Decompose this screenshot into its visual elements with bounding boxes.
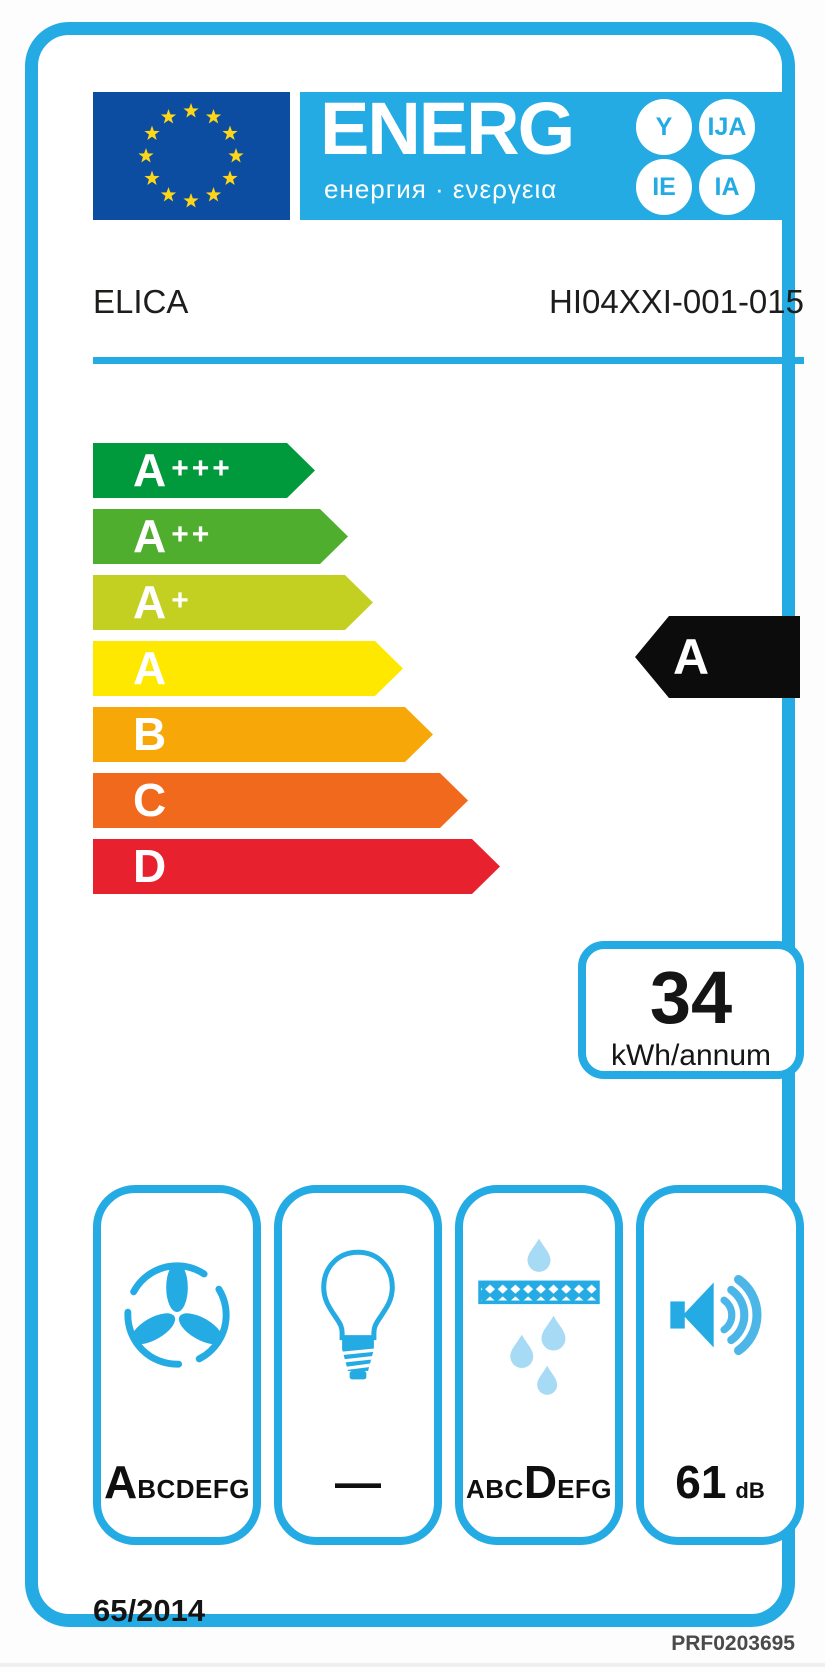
class-arrow-c: C <box>93 773 468 828</box>
speaker-sound-icon <box>670 1274 762 1355</box>
metric-grease-filtering: ABC D EFG <box>455 1185 623 1545</box>
light-bulb-icon <box>321 1249 395 1379</box>
class-arrow-letter: A <box>133 444 167 496</box>
energ-logo-panel: ENERG енергия · ενεργεια Y IJA IE IA <box>300 87 793 220</box>
eu-flag-icon <box>93 92 290 220</box>
rating-arrow: A <box>635 616 800 698</box>
language-suffix-badges: Y IJA IE IA <box>636 99 755 215</box>
metric-noise-level: 61 dB <box>636 1185 804 1545</box>
annual-energy-unit: kWh/annum <box>610 1039 772 1072</box>
metric-fan-efficiency: A BCDEFG <box>93 1185 261 1545</box>
regulation-number: 65/2014 <box>93 1593 206 1628</box>
class-arrow-letter: B <box>133 708 167 760</box>
lighting-efficiency-label: — <box>335 1456 381 1508</box>
energ-title: ENERG <box>320 87 575 170</box>
class-arrow-b: B <box>93 707 433 762</box>
suffix-badge-ie: IE <box>636 159 692 215</box>
class-arrow-letter: A <box>133 510 167 562</box>
class-arrow-plus: +++ <box>171 452 233 485</box>
suffix-badge-ija: IJA <box>699 99 755 155</box>
model-number: HI04XXI-001-015 <box>549 283 804 320</box>
class-arrow-plus: ++ <box>171 518 213 551</box>
photo-edge-line <box>0 1663 825 1667</box>
brand-name: ELICA <box>93 283 189 320</box>
class-arrow-appp: A +++ <box>93 443 315 498</box>
efficiency-scale: A +++ A ++ A + A B C D <box>93 443 804 905</box>
grease-filter-droplets-icon <box>478 1237 600 1395</box>
reference-code: PRF0203695 <box>671 1632 795 1655</box>
class-arrow-letter: D <box>133 840 167 892</box>
fan-icon <box>124 1261 230 1368</box>
rating-letter: A <box>673 629 710 685</box>
annual-energy-value: 34 <box>649 956 733 1039</box>
class-arrow-a: A <box>93 641 403 696</box>
class-arrow-letter: A <box>133 642 167 694</box>
fan-efficiency-label: A BCDEFG <box>103 1456 250 1508</box>
suffix-badge-y: Y <box>636 99 692 155</box>
energ-subtitle: енергия · ενεργεια <box>324 174 558 204</box>
class-arrow-app: A ++ <box>93 509 348 564</box>
suffix-badge-ia: IA <box>699 159 755 215</box>
divider-line <box>93 357 804 364</box>
brand-row: ELICA HI04XXI-001-015 <box>93 283 804 321</box>
metric-lighting-efficiency: — <box>274 1185 442 1545</box>
metric-boxes: A BCDEFG <box>93 1185 804 1545</box>
noise-level-label: 61 dB <box>675 1456 765 1508</box>
class-arrow-letter: C <box>133 774 167 826</box>
grease-filtering-label: ABC D EFG <box>465 1456 613 1508</box>
energy-label: ENERG енергия · ενεργεια Y IJA IE IA ELI… <box>25 22 804 1628</box>
class-arrow-letter: A <box>133 576 167 628</box>
class-arrow-d: D <box>93 839 500 894</box>
class-arrow-plus: + <box>171 584 192 617</box>
annual-energy-box: 34 kWh/annum <box>578 941 804 1079</box>
class-arrow-ap: A + <box>93 575 373 630</box>
